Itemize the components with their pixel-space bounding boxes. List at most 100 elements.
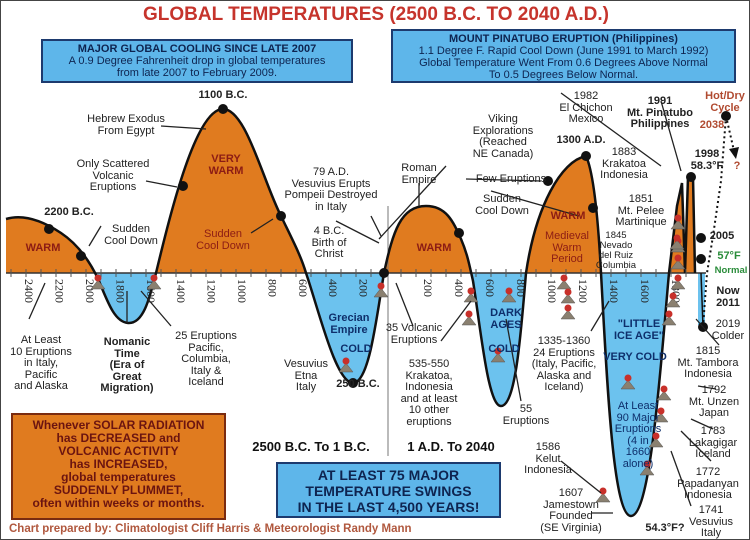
annotation-b26: 55 Eruptions <box>502 403 550 427</box>
eruption-plume-icon <box>467 287 475 295</box>
event-dot <box>178 181 188 191</box>
pinatubo-heading: MOUNT PINATUBO ERUPTION (Philippines) <box>449 33 678 45</box>
volcano-icon <box>338 362 354 373</box>
temperature-curve <box>5 107 697 518</box>
annotation-b15: 1851 Mt. Pelee Martinique <box>615 193 667 228</box>
tick-label-ad: 1200 <box>576 279 590 303</box>
annotation-b6: WARM <box>550 210 586 222</box>
annotation-a16: 25 Eruptions Pacific, Columbia, Italy & … <box>175 330 237 388</box>
annotation-b5: Sudden Cool Down <box>475 193 529 217</box>
annotation-b21: 2019 Colder <box>711 318 745 342</box>
annotation-b20: Now 2011 <box>716 285 740 309</box>
cold-area <box>6 273 695 516</box>
eruption-plume-icon <box>465 310 473 318</box>
event-dot <box>543 176 553 186</box>
cooling-body: A 0.9 Degree Fahrenheit drop in global t… <box>68 55 326 79</box>
annotation-arrow <box>440 300 472 342</box>
tick-label-ad: 400 <box>452 279 466 297</box>
annotation-b38: 54.3°F? <box>645 522 685 534</box>
cooling-heading: MAJOR GLOBAL COOLING SINCE LATE 2007 <box>77 43 317 55</box>
eruption-plume-icon <box>660 385 668 393</box>
annotation-arrow <box>145 180 178 188</box>
volcano-icon <box>639 465 655 476</box>
annotation-a3: Only Scattered Volcanic Eruptions <box>76 158 150 193</box>
volcano-icon <box>146 279 162 290</box>
arrow-head-icon <box>729 147 739 159</box>
volcano-icon <box>670 219 686 230</box>
annotation-arrow <box>690 418 714 430</box>
annotation-a8: 79 A.D. Vesuvius Erupts Pompeii Destroye… <box>284 166 378 213</box>
annotation-arrow <box>560 460 602 494</box>
tick-label-bc: 1400 <box>174 279 188 303</box>
event-dot <box>348 378 358 388</box>
annotation-a13: 250 B.C. <box>336 378 380 390</box>
eruption-plume-icon <box>652 432 660 440</box>
tick-label-ad: 1600 <box>638 279 652 303</box>
annotation-arrow <box>250 218 274 234</box>
volcano-icon <box>656 390 672 401</box>
annotation-arrow <box>695 318 720 346</box>
annotation-b8: 1982 El Chichon Mexico <box>559 90 613 125</box>
annotation-b11: 2038 <box>699 119 725 131</box>
annotation-b35: 1741 Vesuvius Italy <box>688 504 734 539</box>
annotation-arrow <box>697 385 717 390</box>
annotation-arrow <box>505 318 522 402</box>
volcano-icon <box>669 239 685 250</box>
recent-trend-line <box>700 272 704 328</box>
annotation-b25: 535-550 Krakatoa, Indonesia and at least… <box>400 358 458 428</box>
annotation-b36: 1586 Kelut Indonesia <box>524 441 572 476</box>
annotation-b28: "LITTLE ICE AGE" <box>613 318 665 342</box>
eruption-plume-icon <box>673 234 681 242</box>
eruption-plume-icon <box>564 304 572 312</box>
annotation-a15: Nomanic Time (Era of Great Migration) <box>100 336 154 394</box>
eruption-plume-icon <box>674 274 682 282</box>
eruption-plume-icon <box>657 407 665 415</box>
event-dot <box>588 203 598 213</box>
annotation-b19: Normal <box>714 265 748 276</box>
solar-volcanic-note: Whenever SOLAR RADIATION has DECREASED a… <box>11 413 226 520</box>
temperature-swings-note: AT LEAST 75 MAJOR TEMPERATURE SWINGS IN … <box>276 462 501 518</box>
annotation-b16: 1845 Nevado del Ruiz Columbia <box>595 230 637 271</box>
volcano-icon <box>670 279 686 290</box>
event-dot <box>218 104 228 114</box>
annotation-arrow <box>660 100 682 172</box>
annotation-arrow <box>560 92 662 167</box>
annotation-b32: 1792 Mt. Unzen Japan <box>688 384 740 419</box>
annotation-b12: 1998 58.3°F <box>690 148 724 172</box>
warm-area <box>6 109 695 273</box>
event-dot <box>721 111 731 121</box>
annotation-a7: Sudden Cool Down <box>196 228 250 252</box>
annotation-arrow <box>28 282 46 320</box>
annotation-b14: 1883 Krakatoa Indonesia <box>600 146 648 181</box>
annotation-b29: VERY COLD <box>603 351 667 363</box>
pinatubo-info-box: MOUNT PINATUBO ERUPTION (Philippines) 1.… <box>391 29 736 83</box>
annotation-b30: At Least 90 Major Eruptions (4 in 1660 a… <box>614 400 662 470</box>
volcano-icon <box>648 437 664 448</box>
volcano-icon <box>560 309 576 320</box>
tick-label-bc: 800 <box>265 279 279 297</box>
tick-label-bc: 1200 <box>205 279 219 303</box>
annotation-arrow <box>590 300 610 332</box>
annotation-arrow <box>160 125 207 130</box>
volcano-icon <box>670 259 686 270</box>
tick-label-ad: 600 <box>483 279 497 297</box>
tick-label-bc: 2400 <box>22 279 36 303</box>
annotation-b27: 1335-1360 24 Eruptions (Italy, Pacific, … <box>531 335 597 393</box>
tick-label-bc: 600 <box>296 279 310 297</box>
annotation-a11: COLD <box>340 343 372 355</box>
event-dot <box>686 172 696 182</box>
credits-footer: Chart prepared by: Climatologist Cliff H… <box>9 523 412 535</box>
annotation-b2: Viking Explorations (Reached NE Canada) <box>472 113 534 160</box>
annotation-a1: Hebrew Exodus From Egypt <box>87 113 165 137</box>
annotation-arrow <box>378 165 447 240</box>
projection-dotted-line <box>702 115 727 328</box>
annotation-arrow <box>465 178 542 182</box>
volcano-icon <box>653 412 669 423</box>
annotation-b37: 1607 Jamestown Founded (SE Virginia) <box>540 487 602 534</box>
tick-label-bc: 1800 <box>113 279 127 303</box>
annotation-b22: DARK AGES <box>490 307 522 331</box>
annotation-b34: 1772 Papadanyan Indonesia <box>677 466 739 501</box>
eruption-plume-icon <box>494 347 502 355</box>
